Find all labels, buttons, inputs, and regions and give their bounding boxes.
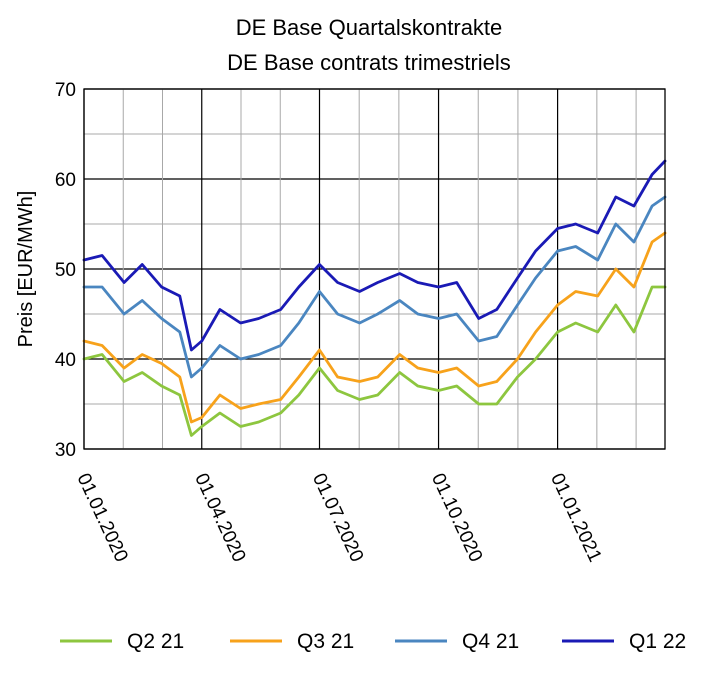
legend-label: Q4 21 bbox=[462, 630, 519, 653]
chart-title-line-1: DE Base Quartalskontrakte bbox=[236, 15, 503, 40]
series-line bbox=[82, 231, 667, 424]
y-tick-label: 70 bbox=[55, 80, 76, 101]
x-tick-label: 01.10.2020 bbox=[427, 470, 486, 565]
plot-frame bbox=[83, 88, 666, 450]
chart-title: DE Base Quartalskontrakte DE Base contra… bbox=[227, 15, 511, 75]
y-tick-label: 50 bbox=[55, 260, 76, 281]
legend-label: Q3 21 bbox=[297, 630, 354, 653]
x-axis: 01.01.2020 01.04.2020 01.07.2020 01.10.2020… bbox=[72, 470, 605, 565]
series-line bbox=[82, 195, 667, 379]
y-axis: 30 40 50 60 70 bbox=[55, 80, 76, 461]
x-tick-label: 01.01.2021 bbox=[546, 470, 605, 565]
legend-label: Q1 22 bbox=[629, 630, 686, 653]
series-line bbox=[82, 285, 667, 437]
y-axis-label: Preis [EUR/MWh] bbox=[15, 191, 37, 348]
x-tick-label: 01.07.2020 bbox=[308, 470, 367, 565]
legend: Q2 21 Q3 21 Q4 21 Q1 22 bbox=[60, 630, 686, 653]
legend-label: Q2 21 bbox=[127, 630, 184, 653]
plot-area bbox=[82, 159, 667, 437]
chart-title-line-2: DE Base contrats trimestriels bbox=[227, 50, 511, 75]
series-line bbox=[82, 159, 667, 352]
y-tick-label: 40 bbox=[55, 350, 76, 371]
y-tick-label: 30 bbox=[55, 440, 76, 461]
y-tick-label: 60 bbox=[55, 170, 76, 191]
x-tick-label: 01.04.2020 bbox=[190, 470, 249, 565]
x-tick-label: 01.01.2020 bbox=[72, 470, 131, 565]
